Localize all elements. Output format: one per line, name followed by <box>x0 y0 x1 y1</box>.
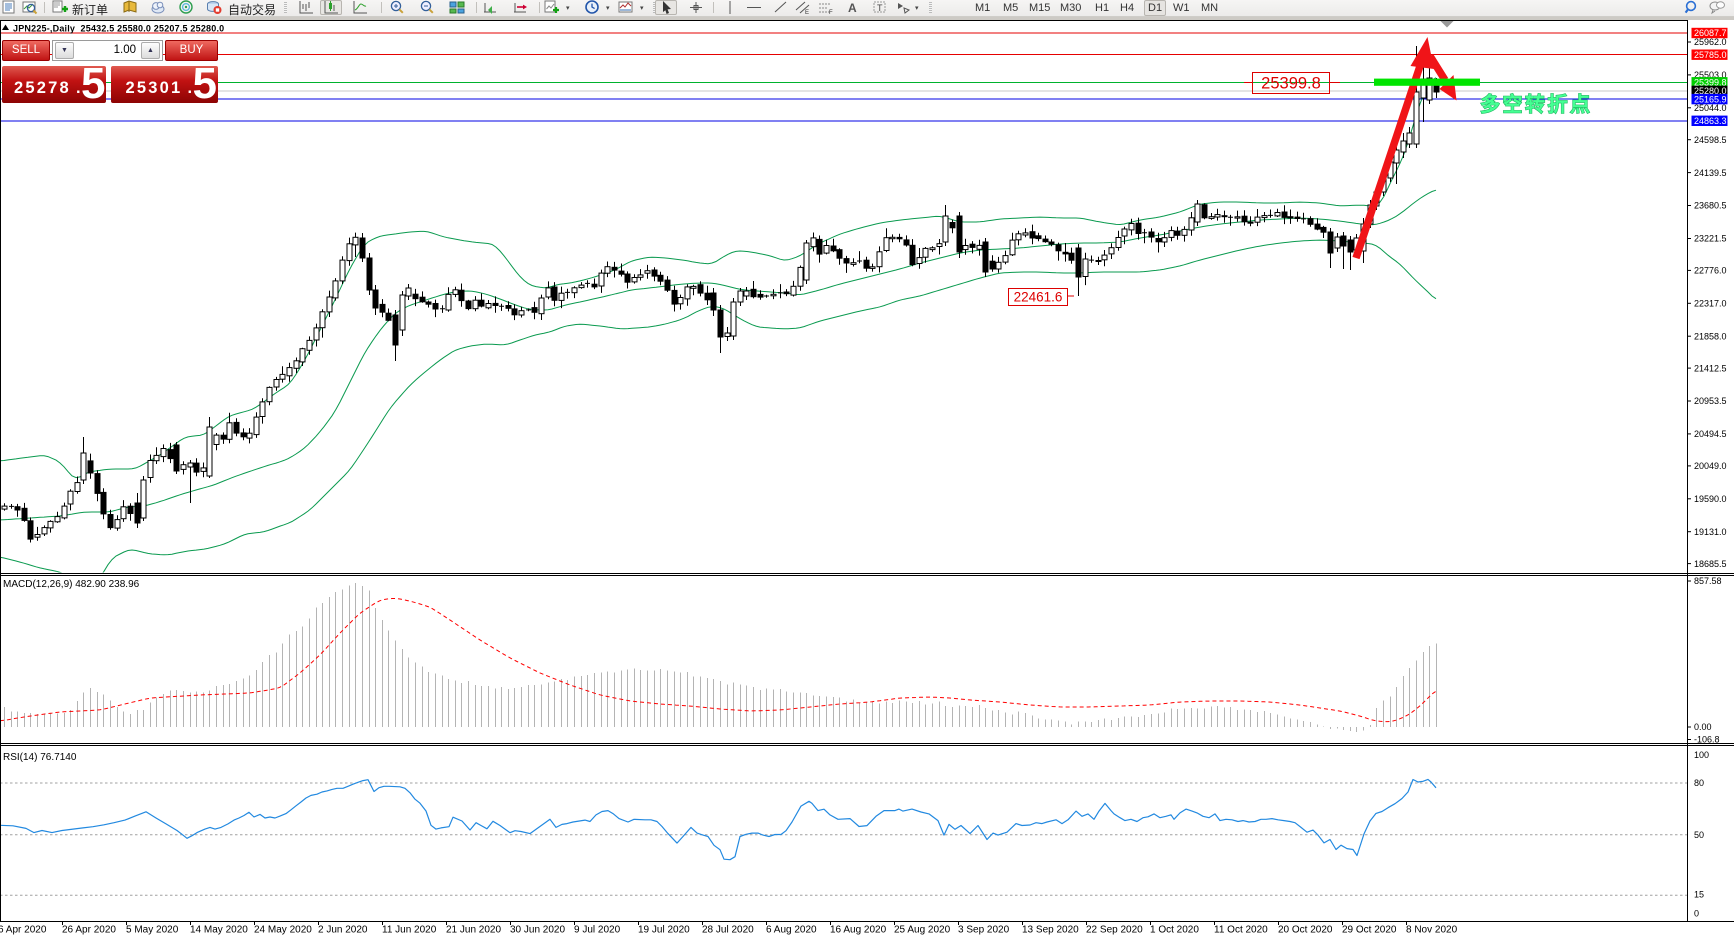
svg-text:22461.6: 22461.6 <box>1014 290 1063 305</box>
svg-text:20953.5: 20953.5 <box>1694 396 1727 406</box>
svg-text:25280.0: 25280.0 <box>1694 86 1727 96</box>
svg-text:18685.5: 18685.5 <box>1694 559 1727 569</box>
svg-text:25165.9: 25165.9 <box>1694 94 1727 104</box>
svg-text:11 Oct 2020: 11 Oct 2020 <box>1214 925 1268 936</box>
svg-text:16 Aug 2020: 16 Aug 2020 <box>830 925 887 936</box>
svg-text:80: 80 <box>1694 778 1704 788</box>
svg-text:100: 100 <box>1694 750 1709 760</box>
svg-text:21858.0: 21858.0 <box>1694 331 1727 341</box>
svg-text:25399.8: 25399.8 <box>1261 75 1321 93</box>
svg-text:15: 15 <box>1694 890 1704 900</box>
svg-text:857.58: 857.58 <box>1694 576 1722 586</box>
svg-text:8 Nov 2020: 8 Nov 2020 <box>1406 925 1458 936</box>
svg-text:19590.0: 19590.0 <box>1694 494 1727 504</box>
svg-text:MACD(12,26,9) 482.90 238.96: MACD(12,26,9) 482.90 238.96 <box>3 579 140 590</box>
svg-text:多空转折点: 多空转折点 <box>1480 92 1593 116</box>
svg-text:3 Sep 2020: 3 Sep 2020 <box>958 925 1010 936</box>
svg-text:0.00: 0.00 <box>1694 722 1712 732</box>
svg-text:5 May 2020: 5 May 2020 <box>126 925 179 936</box>
svg-text:23221.5: 23221.5 <box>1694 234 1727 244</box>
svg-text:13 Sep 2020: 13 Sep 2020 <box>1022 925 1079 936</box>
svg-text:11 Jun 2020: 11 Jun 2020 <box>382 925 437 936</box>
svg-text:23680.5: 23680.5 <box>1694 201 1727 211</box>
svg-text:28 Jul 2020: 28 Jul 2020 <box>702 925 754 936</box>
svg-text:25785.0: 25785.0 <box>1694 50 1727 60</box>
svg-text:21 Jun 2020: 21 Jun 2020 <box>446 925 501 936</box>
svg-text:24139.5: 24139.5 <box>1694 168 1727 178</box>
svg-text:30 Jun 2020: 30 Jun 2020 <box>510 925 565 936</box>
svg-text:25 Aug 2020: 25 Aug 2020 <box>894 925 951 936</box>
svg-text:25399.8: 25399.8 <box>1694 78 1727 88</box>
svg-text:14 May 2020: 14 May 2020 <box>190 925 248 936</box>
svg-text:26 Apr 2020: 26 Apr 2020 <box>62 925 116 936</box>
svg-text:25962.0: 25962.0 <box>1694 37 1727 47</box>
svg-text:24598.5: 24598.5 <box>1694 135 1727 145</box>
svg-text:T: T <box>877 3 883 13</box>
svg-text:26087.7: 26087.7 <box>1694 28 1727 38</box>
svg-text:25044.0: 25044.0 <box>1694 103 1727 113</box>
svg-text:E: E <box>805 10 809 15</box>
svg-text:22 Sep 2020: 22 Sep 2020 <box>1086 925 1143 936</box>
svg-text:24 May 2020: 24 May 2020 <box>254 925 312 936</box>
svg-text:20049.0: 20049.0 <box>1694 461 1727 471</box>
svg-text:F: F <box>829 10 833 15</box>
svg-text:6 Apr 2020: 6 Apr 2020 <box>0 925 47 936</box>
svg-text:-106.8: -106.8 <box>1694 735 1720 745</box>
svg-text:29 Oct 2020: 29 Oct 2020 <box>1342 925 1397 936</box>
svg-text:20 Oct 2020: 20 Oct 2020 <box>1278 925 1333 936</box>
svg-text:19 Jul 2020: 19 Jul 2020 <box>638 925 690 936</box>
svg-text:JPN225-,Daily 25432.5 25580.0: JPN225-,Daily 25432.5 25580.0 25207.5 25… <box>13 24 224 34</box>
svg-text:20494.5: 20494.5 <box>1694 429 1727 439</box>
svg-text:22776.0: 22776.0 <box>1694 266 1727 276</box>
svg-text:22317.0: 22317.0 <box>1694 299 1727 309</box>
svg-text:9 Jul 2020: 9 Jul 2020 <box>574 925 621 936</box>
svg-text:24863.3: 24863.3 <box>1694 116 1727 126</box>
svg-text:25503.0: 25503.0 <box>1694 70 1727 80</box>
svg-text:19131.0: 19131.0 <box>1694 527 1727 537</box>
svg-text:RSI(14) 76.7140: RSI(14) 76.7140 <box>3 752 77 763</box>
svg-text:1 Oct 2020: 1 Oct 2020 <box>1150 925 1199 936</box>
svg-text:6 Aug 2020: 6 Aug 2020 <box>766 925 817 936</box>
svg-text:2 Jun 2020: 2 Jun 2020 <box>318 925 368 936</box>
svg-text:0: 0 <box>1694 909 1699 919</box>
svg-text:50: 50 <box>1694 830 1704 840</box>
svg-text:21412.5: 21412.5 <box>1694 363 1727 373</box>
